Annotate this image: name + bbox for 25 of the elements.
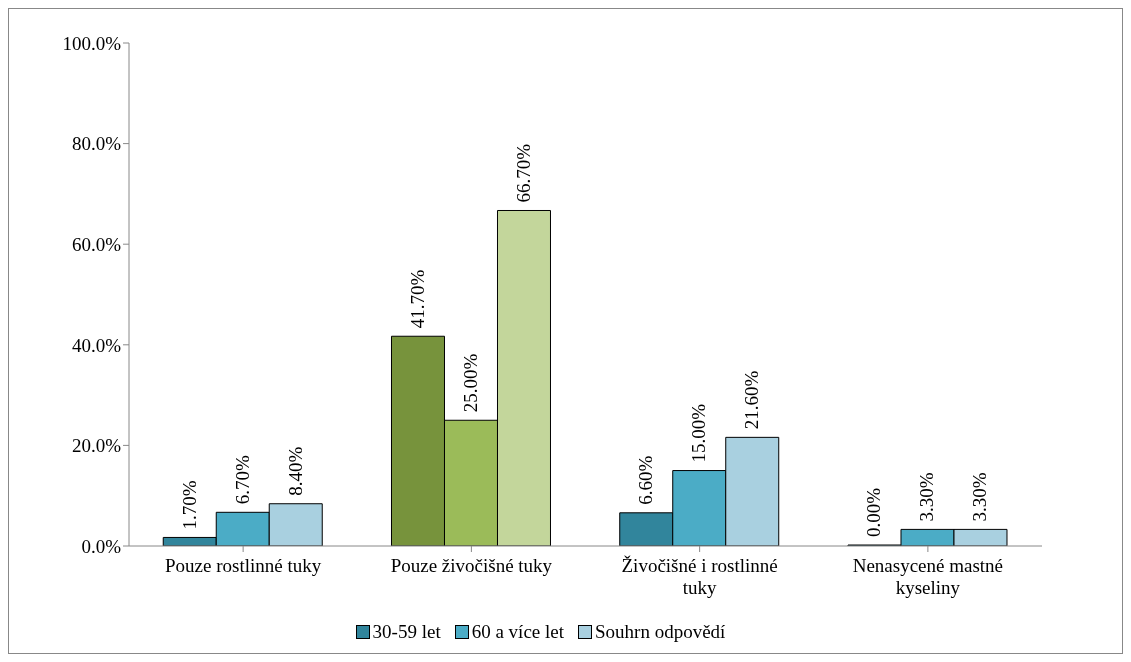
y-tick-label: 80.0% [71, 133, 122, 155]
x-tick-label: Pouze živočišné tuky [390, 555, 553, 576]
data-label: 6.60% [635, 455, 657, 505]
data-label: 41.70% [406, 269, 428, 329]
x-tick-label: Živočišné i rostlinné tuky [621, 555, 778, 598]
data-label: 0.00% [863, 487, 885, 537]
data-label: 15.00% [688, 403, 710, 463]
data-label: 8.40% [284, 446, 306, 496]
legend-label: 30-59 let [371, 621, 441, 643]
x-tick-label: Pouze rostlinné tuky [165, 555, 322, 576]
y-tick-label: 60.0% [71, 233, 122, 255]
data-label: 66.70% [512, 143, 534, 203]
x-tick-label: Nenasycené mastné kyseliny [852, 555, 1004, 598]
data-label: 3.30% [916, 472, 938, 522]
data-label: 3.30% [969, 472, 991, 522]
data-label: 25.00% [459, 353, 481, 413]
data-label: 1.70% [178, 480, 200, 530]
y-tick-label: 100.0% [62, 32, 122, 54]
legend-label: Souhrn odpovědí [594, 621, 726, 643]
legend-label: 60 a více let [470, 621, 565, 643]
y-tick-label: 0.0% [81, 535, 122, 557]
y-tick-label: 20.0% [71, 435, 122, 457]
data-label: 21.60% [741, 370, 763, 430]
y-tick-label: 40.0% [71, 334, 122, 356]
data-label: 6.70% [231, 455, 253, 505]
